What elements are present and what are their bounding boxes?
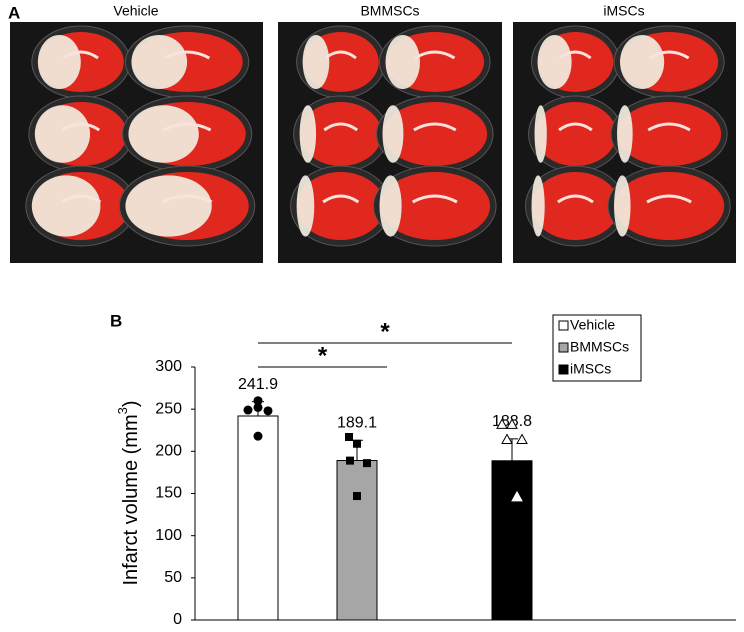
brain-slice (614, 172, 725, 240)
infarct (302, 35, 330, 89)
infarct (531, 175, 545, 237)
panel-label: A (8, 3, 20, 22)
infarct (534, 105, 547, 163)
y-tick-label: 100 (155, 527, 182, 544)
ventricle (414, 50, 456, 60)
infarct (379, 175, 402, 237)
brain-slice (531, 172, 620, 240)
ventricle (646, 194, 692, 204)
significance-label: * (380, 318, 390, 345)
ventricle (411, 194, 458, 204)
data-point (501, 433, 513, 445)
data-point (263, 406, 273, 416)
value-label: 189.1 (337, 415, 377, 432)
photo-title: iMSCs (603, 3, 644, 19)
photo-title: Vehicle (113, 3, 158, 19)
data-point (253, 396, 263, 406)
y-tick-label: 50 (164, 569, 182, 586)
infarct (34, 105, 91, 163)
data-point (506, 418, 518, 429)
ventricle (647, 122, 691, 132)
data-point (345, 432, 353, 441)
data-point (253, 431, 263, 441)
data-point (243, 405, 253, 415)
data-point (496, 418, 508, 429)
ventricle (60, 194, 102, 204)
y-tick-label: 300 (155, 358, 182, 375)
y-tick-label: 200 (155, 443, 182, 460)
legend-swatch (558, 342, 569, 353)
infarct (131, 35, 188, 89)
value-label: 241.9 (238, 376, 278, 393)
ventricle (322, 194, 360, 204)
infarct (385, 35, 421, 89)
legend-swatch (558, 364, 569, 375)
photo-title: BMMSCs (360, 3, 419, 19)
bar (336, 460, 378, 621)
data-point (363, 459, 371, 468)
y-axis-label-part: Infarct volume (mm (120, 414, 142, 585)
ventricle (323, 122, 359, 132)
ventricle (557, 194, 594, 204)
ventricle (559, 50, 592, 60)
legend-swatch (558, 320, 569, 331)
data-point (253, 402, 263, 412)
legend-label: iMSCs (570, 361, 611, 377)
y-tick-label: 0 (173, 611, 182, 627)
ventricle (61, 122, 101, 132)
infarct (299, 105, 317, 163)
y-tick-label: 150 (155, 485, 182, 502)
legend-label: Vehicle (570, 317, 615, 333)
infarct (617, 105, 633, 163)
data-point (511, 490, 523, 502)
brain-slice (296, 172, 385, 240)
ventricle (162, 122, 212, 132)
brain-slice (534, 102, 617, 166)
y-axis-label-part: ) (120, 400, 142, 407)
data-point (516, 433, 528, 445)
brain-slice (379, 172, 491, 240)
significance-label: * (318, 342, 328, 369)
infarct (296, 175, 315, 237)
y-axis-label: Infarct volume (mm3) (115, 400, 142, 585)
infarct (31, 175, 101, 237)
ventricle (324, 50, 357, 60)
brain-slice (299, 102, 382, 166)
infarct (125, 175, 212, 237)
brain-slice (617, 102, 722, 166)
ventricle (62, 50, 99, 60)
ventricle (161, 194, 213, 204)
ventricle (648, 50, 690, 60)
ventricle (413, 122, 457, 132)
bar (237, 415, 279, 621)
y-tick-label: 250 (155, 400, 182, 417)
ventricle (164, 50, 211, 60)
infarct (382, 105, 404, 163)
y-axis-label-sup: 3 (115, 407, 130, 414)
infarct (620, 35, 665, 89)
infarct (128, 105, 199, 163)
data-point (353, 439, 361, 448)
brain-photos (10, 22, 736, 263)
ventricle (558, 122, 593, 132)
brain-slice (382, 102, 488, 166)
data-point (353, 492, 361, 501)
data-point (346, 456, 354, 465)
bar (491, 460, 533, 621)
infarct (614, 175, 631, 237)
infarct (37, 35, 81, 89)
panel-label: B (110, 311, 122, 330)
legend-label: BMMSCs (570, 339, 629, 355)
infarct (537, 35, 572, 89)
